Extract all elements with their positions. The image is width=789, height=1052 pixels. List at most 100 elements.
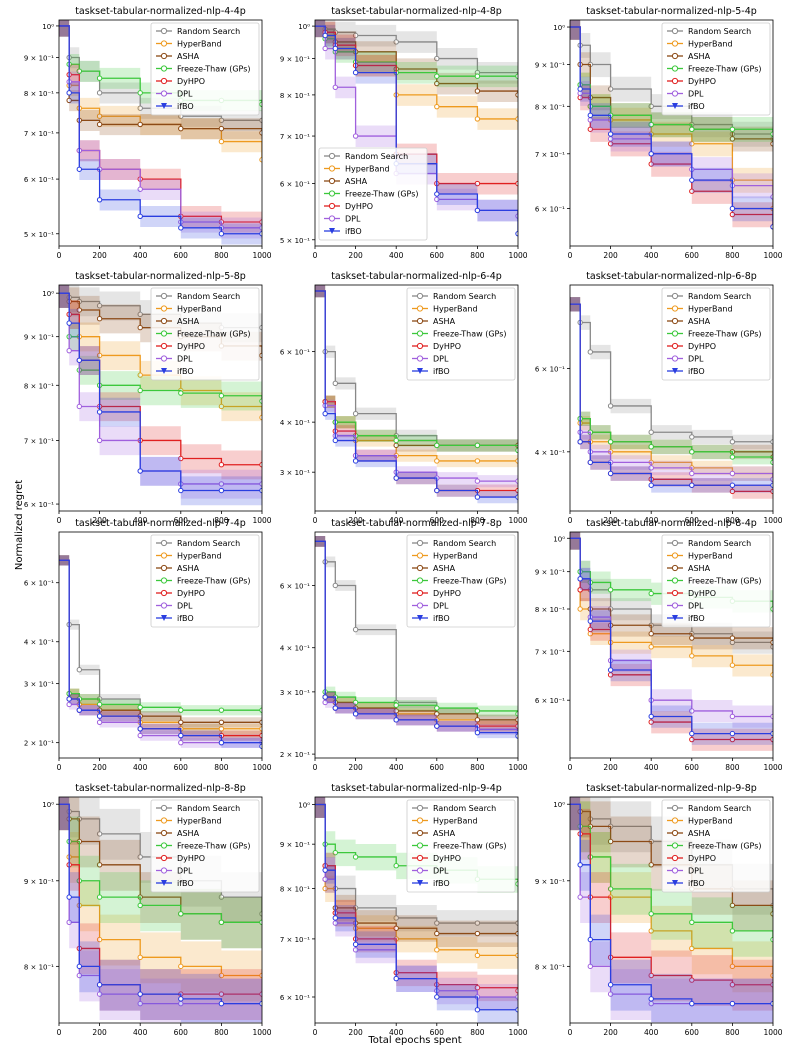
- x-tick-label: 400: [133, 763, 148, 772]
- x-tick-label: 0: [57, 251, 62, 260]
- point-ifbo: [577, 862, 583, 868]
- x-tick-label: 400: [133, 1028, 148, 1037]
- point-asha: [393, 925, 399, 931]
- point-dpl: [76, 403, 83, 410]
- legend-label: Freeze-Thaw (GPs): [177, 577, 251, 586]
- y-tick-label: 4 × 10⁻¹: [280, 645, 310, 653]
- y-tick-label: 7 × 10⁻¹: [24, 130, 54, 138]
- legend-label: DPL: [177, 355, 193, 364]
- x-tick-label: 0: [57, 516, 62, 525]
- point-dyhpo: [729, 488, 736, 495]
- series-hyperband: [570, 532, 773, 687]
- axes-frame: [58, 796, 263, 1024]
- point-ifbo: [434, 723, 440, 729]
- point-hyperband: [218, 138, 225, 145]
- point-asha: [218, 125, 225, 132]
- y-tick-label: 5 × 10⁻¹: [24, 231, 54, 239]
- series-ifbo: [315, 285, 518, 504]
- point-ifbo: [689, 177, 695, 183]
- point-ifbo: [352, 458, 359, 464]
- legend-label: Random Search: [177, 292, 240, 301]
- point-dyhpo: [474, 984, 481, 991]
- point-asha: [137, 121, 143, 128]
- legend-box: [661, 799, 771, 893]
- point-ifbo: [218, 231, 225, 237]
- point-dpl: [648, 465, 654, 471]
- legend-label: ifBO: [177, 367, 194, 376]
- point-random-search: [352, 32, 359, 39]
- legend-marker: [160, 564, 168, 572]
- point-freeze-thaw-gps: [689, 919, 695, 926]
- series-freeze-thaw-gps: [570, 20, 773, 147]
- panel-title: taskset-tabular-normalized-nlp-8-4p: [586, 518, 757, 529]
- point-dpl: [66, 701, 72, 708]
- point-ifbo: [689, 482, 695, 488]
- legend-label: Random Search: [177, 27, 240, 36]
- legend-marker: [416, 867, 424, 874]
- point-hyperband: [689, 141, 695, 147]
- figure-y-label: Normalized regret: [14, 480, 25, 570]
- point-random-search: [96, 303, 103, 309]
- point-asha: [474, 930, 481, 937]
- legend-marker: [160, 602, 168, 609]
- point-asha: [66, 97, 72, 104]
- point-freeze-thaw-gps: [434, 442, 440, 449]
- panel-taskset-tabular-normalized-nlp-8-4p: taskset-tabular-normalized-nlp-8-4p 0 200 4…: [535, 518, 783, 772]
- point-freeze-thaw-gps: [607, 439, 614, 445]
- legend-marker: [160, 40, 168, 47]
- legend-label: DPL: [433, 602, 449, 611]
- point-freeze-thaw-gps: [393, 702, 399, 708]
- y-tick-label: 9 × 10⁻¹: [280, 841, 310, 849]
- panel-taskset-tabular-normalized-nlp-7-4p: taskset-tabular-normalized-nlp-7-4p 0 200 4…: [24, 518, 272, 772]
- point-ifbo: [587, 459, 593, 466]
- x-tick-label: 600: [685, 516, 700, 525]
- legend-marker: [672, 103, 678, 109]
- legend-marker: [416, 564, 424, 572]
- panel-taskset-tabular-normalized-nlp-9-8p: taskset-tabular-normalized-nlp-9-8p 0 200 4…: [535, 783, 783, 1037]
- legend-marker: [329, 228, 335, 234]
- panel-title: taskset-tabular-normalized-nlp-6-8p: [586, 271, 757, 282]
- point-dpl: [332, 920, 338, 926]
- point-ifbo: [76, 357, 83, 363]
- series-ifbo: [570, 20, 773, 240]
- legend-label: HyperBand: [177, 40, 222, 49]
- point-dpl: [729, 470, 736, 477]
- point-freeze-thaw-gps: [648, 911, 654, 917]
- point-freeze-thaw-gps: [474, 442, 481, 449]
- legend: Random Search HyperBand ASHA Freeze-Thaw (G…: [150, 287, 260, 381]
- legend-marker: [161, 368, 167, 374]
- point-asha: [96, 316, 103, 322]
- legend-marker: [161, 103, 167, 109]
- point-freeze-thaw-gps: [434, 705, 440, 711]
- point-dyhpo: [577, 587, 583, 593]
- legend-marker: [160, 305, 168, 312]
- y-tick-label: 10⁰: [553, 535, 565, 543]
- x-tick-label: 400: [133, 251, 148, 260]
- legend-marker: [671, 77, 679, 85]
- plot-area: [315, 536, 518, 742]
- x-tick-label: 800: [470, 516, 485, 525]
- point-dyhpo: [587, 626, 593, 633]
- legend-marker: [671, 65, 679, 72]
- y-tick-label: 10⁰: [298, 23, 310, 31]
- series-ifbo: [315, 536, 518, 742]
- point-ifbo: [648, 996, 654, 1002]
- point-random-search: [689, 434, 695, 440]
- legend-label: DyHPO: [688, 77, 716, 86]
- point-dyhpo: [648, 161, 654, 167]
- legend-label: Random Search: [433, 292, 496, 301]
- legend-label: DyHPO: [688, 854, 716, 863]
- point-ifbo: [66, 90, 72, 96]
- point-asha: [178, 719, 184, 726]
- legend-label: ifBO: [433, 879, 450, 888]
- point-freeze-thaw-gps: [137, 90, 143, 96]
- legend-marker: [416, 842, 424, 849]
- series-dyhpo: [570, 797, 773, 1011]
- point-hyperband: [729, 963, 736, 970]
- legend-label: DyHPO: [177, 77, 205, 86]
- point-ifbo: [178, 732, 184, 739]
- x-tick-label: 800: [725, 1028, 740, 1037]
- band-hyperband: [570, 297, 773, 487]
- x-tick-label: 0: [568, 251, 573, 260]
- legend-marker: [671, 804, 679, 812]
